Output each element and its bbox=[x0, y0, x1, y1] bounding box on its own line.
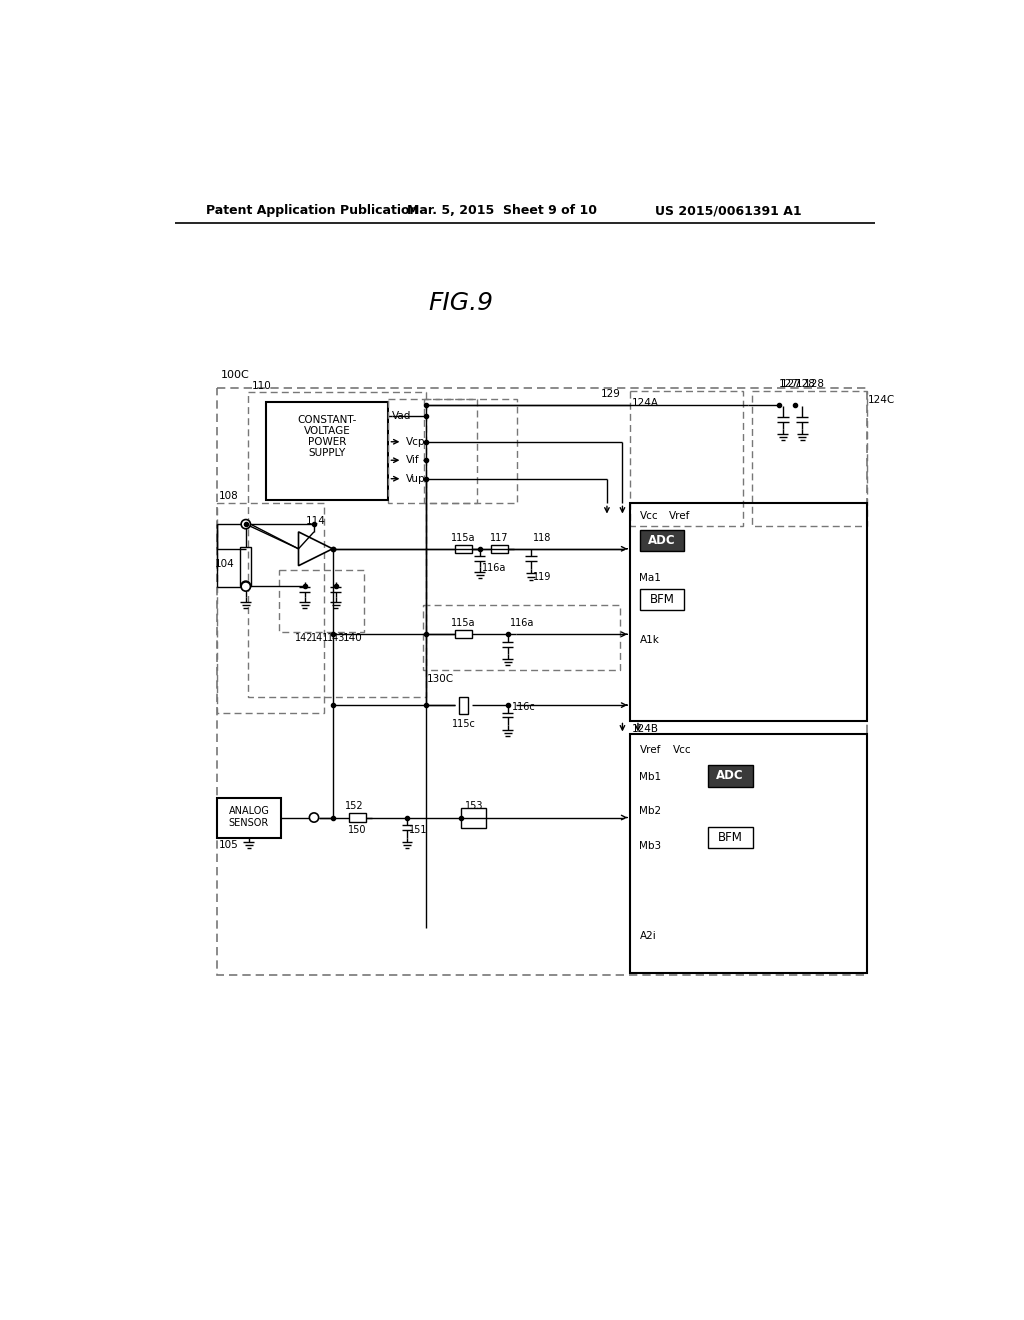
Text: A2i: A2i bbox=[640, 931, 656, 941]
Text: 152: 152 bbox=[345, 801, 364, 812]
Text: VOLTAGE: VOLTAGE bbox=[304, 426, 350, 436]
Text: Ma1: Ma1 bbox=[640, 573, 662, 583]
Bar bbox=[388, 399, 477, 503]
Text: 128: 128 bbox=[796, 379, 816, 389]
Bar bbox=[490, 545, 508, 553]
Bar bbox=[630, 391, 742, 525]
Text: BFM: BFM bbox=[718, 832, 742, 843]
Text: 151: 151 bbox=[410, 825, 428, 836]
Text: CONSTANT-: CONSTANT- bbox=[298, 416, 356, 425]
Text: 115c: 115c bbox=[452, 719, 475, 729]
Bar bbox=[423, 605, 621, 671]
Text: 142: 142 bbox=[296, 634, 314, 643]
Bar bbox=[708, 826, 753, 849]
Text: Vif: Vif bbox=[406, 455, 419, 465]
Text: ADC: ADC bbox=[648, 533, 676, 546]
Bar bbox=[640, 589, 684, 610]
Bar bbox=[630, 503, 866, 721]
Bar bbox=[708, 766, 753, 787]
Text: 104: 104 bbox=[214, 560, 234, 569]
Text: 110: 110 bbox=[252, 381, 271, 391]
Circle shape bbox=[309, 813, 318, 822]
Bar bbox=[424, 399, 517, 503]
Text: 124C: 124C bbox=[868, 395, 895, 405]
Text: POWER: POWER bbox=[308, 437, 346, 446]
Text: 116a: 116a bbox=[510, 618, 535, 628]
Text: SENSOR: SENSOR bbox=[228, 818, 269, 828]
Bar bbox=[630, 734, 866, 973]
Text: SUPPLY: SUPPLY bbox=[308, 447, 346, 458]
Text: 141: 141 bbox=[311, 634, 330, 643]
Circle shape bbox=[241, 520, 251, 529]
Text: 115a: 115a bbox=[452, 618, 476, 628]
Text: Mb2: Mb2 bbox=[640, 807, 662, 816]
Bar bbox=[455, 630, 472, 639]
Text: 119: 119 bbox=[534, 572, 552, 582]
Bar bbox=[455, 545, 472, 553]
Bar bbox=[461, 808, 486, 828]
Text: 116a: 116a bbox=[482, 562, 507, 573]
Bar bbox=[248, 392, 426, 697]
Text: Vref: Vref bbox=[669, 511, 690, 521]
Text: 150: 150 bbox=[348, 825, 367, 836]
Text: 143: 143 bbox=[327, 634, 345, 643]
Text: 130C: 130C bbox=[426, 673, 454, 684]
Text: 124B: 124B bbox=[632, 723, 658, 734]
Text: 127 128: 127 128 bbox=[781, 379, 824, 389]
Text: 114: 114 bbox=[305, 516, 326, 525]
Bar bbox=[640, 529, 684, 552]
Text: 100C: 100C bbox=[221, 370, 250, 380]
Text: BFM: BFM bbox=[649, 593, 675, 606]
Circle shape bbox=[241, 582, 251, 591]
Bar bbox=[266, 401, 388, 500]
Text: Mar. 5, 2015  Sheet 9 of 10: Mar. 5, 2015 Sheet 9 of 10 bbox=[407, 205, 597, 218]
Text: 124A: 124A bbox=[632, 399, 658, 408]
Text: Vcp: Vcp bbox=[406, 437, 425, 446]
Text: Vref: Vref bbox=[640, 744, 660, 755]
Text: Patent Application Publication: Patent Application Publication bbox=[206, 205, 418, 218]
Text: ANALOG: ANALOG bbox=[228, 807, 269, 816]
Bar bbox=[217, 503, 324, 713]
Text: 140: 140 bbox=[343, 634, 362, 643]
Circle shape bbox=[241, 581, 251, 590]
Text: A1k: A1k bbox=[640, 635, 659, 644]
Text: 129: 129 bbox=[601, 388, 621, 399]
Text: Mb1: Mb1 bbox=[640, 772, 662, 781]
Text: 105: 105 bbox=[219, 840, 239, 850]
Text: 153: 153 bbox=[465, 801, 483, 812]
Text: 108: 108 bbox=[219, 491, 239, 502]
Text: 127: 127 bbox=[779, 379, 799, 389]
Bar bbox=[280, 570, 365, 632]
Text: 116c: 116c bbox=[512, 702, 536, 713]
Text: 115a: 115a bbox=[452, 533, 476, 543]
Text: Vad: Vad bbox=[392, 412, 412, 421]
Bar bbox=[349, 813, 366, 822]
Bar bbox=[459, 697, 468, 714]
Text: Vcc: Vcc bbox=[640, 511, 658, 521]
Text: Vup: Vup bbox=[406, 474, 425, 483]
Text: ADC: ADC bbox=[717, 770, 744, 783]
Bar bbox=[752, 391, 866, 525]
Text: 118: 118 bbox=[534, 533, 552, 543]
Text: Mb3: Mb3 bbox=[640, 841, 662, 851]
Text: 117: 117 bbox=[489, 533, 509, 543]
Bar bbox=[217, 797, 281, 837]
Bar bbox=[241, 548, 251, 586]
Text: Vcc: Vcc bbox=[673, 744, 691, 755]
Text: US 2015/0061391 A1: US 2015/0061391 A1 bbox=[655, 205, 802, 218]
Bar bbox=[217, 388, 866, 974]
Text: FIG.9: FIG.9 bbox=[429, 292, 494, 315]
